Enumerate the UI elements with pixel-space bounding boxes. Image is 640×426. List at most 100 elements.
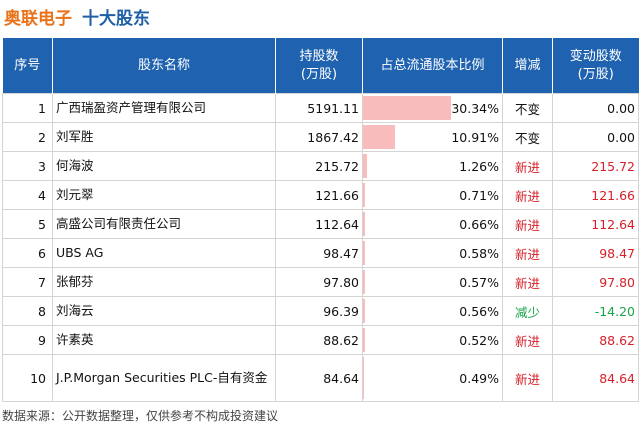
title-row: 奥联电子 十大股东 <box>4 2 150 30</box>
column-header-delta-text: 变动股数 (万股) <box>569 48 622 82</box>
rank-cell: 10 <box>2 354 53 402</box>
ratio-text: 0.52% <box>459 332 499 348</box>
ratio-cell: 0.49% <box>362 354 503 402</box>
change-status-cell: 新进 <box>502 151 553 181</box>
shares-cell: 215.72 <box>275 151 363 181</box>
rank-cell: 4 <box>2 180 53 210</box>
table-row: 8 刘海云 96.39 0.56% 减少 -14.20 <box>2 296 639 326</box>
share-change-cell: 215.72 <box>552 151 639 181</box>
ratio-bar <box>363 212 365 236</box>
shareholder-name-cell: 高盛公司有限责任公司 <box>52 209 276 239</box>
column-header-name: 股东名称 <box>52 38 276 94</box>
ratio-bar <box>363 125 395 149</box>
ratio-bar <box>363 154 367 178</box>
shareholder-name-cell: 刘元翠 <box>52 180 276 210</box>
share-change-cell: 121.66 <box>552 180 639 210</box>
change-status-cell: 新进 <box>502 180 553 210</box>
table-row: 5 高盛公司有限责任公司 112.64 0.66% 新进 112.64 <box>2 209 639 239</box>
change-status-cell: 不变 <box>502 93 553 123</box>
ratio-text: 0.71% <box>459 187 499 203</box>
table-row: 2 刘军胜 1867.42 10.91% 不变 0.00 <box>2 122 639 152</box>
share-change-cell: 97.80 <box>552 267 639 297</box>
change-status-cell: 新进 <box>502 354 553 402</box>
ratio-bar <box>363 96 451 120</box>
change-status-cell: 新进 <box>502 325 553 355</box>
ratio-bar <box>363 328 365 352</box>
ratio-cell: 0.71% <box>362 180 503 210</box>
table-row: 7 张郁芬 97.80 0.57% 新进 97.80 <box>2 267 639 297</box>
rank-cell: 3 <box>2 151 53 181</box>
column-header-shares: 持股数 (万股) <box>275 38 363 94</box>
rank-cell: 7 <box>2 267 53 297</box>
table-header-row: 序号 股东名称 持股数 (万股) 占总流通股本比例 增减 变动股数 (万股) <box>2 38 639 94</box>
ratio-cell: 0.57% <box>362 267 503 297</box>
ratio-cell: 0.56% <box>362 296 503 326</box>
column-header-ratio: 占总流通股本比例 <box>362 38 503 94</box>
shareholder-name-cell: UBS AG <box>52 238 276 268</box>
ratio-bar <box>363 357 365 399</box>
ratio-cell: 0.52% <box>362 325 503 355</box>
column-header-shares-text: 持股数 (万股) <box>299 48 339 82</box>
section-title: 十大股东 <box>82 8 150 29</box>
share-change-cell: 0.00 <box>552 93 639 123</box>
shares-cell: 5191.11 <box>275 93 363 123</box>
shareholder-name-cell: 广西瑞盈资产管理有限公司 <box>52 93 276 123</box>
shares-cell: 97.80 <box>275 267 363 297</box>
shareholder-name-cell: 张郁芬 <box>52 267 276 297</box>
ratio-text: 0.49% <box>459 370 499 386</box>
ratio-cell: 10.91% <box>362 122 503 152</box>
shares-cell: 88.62 <box>275 325 363 355</box>
table-row: 6 UBS AG 98.47 0.58% 新进 98.47 <box>2 238 639 268</box>
ratio-bar <box>363 183 366 207</box>
shares-cell: 96.39 <box>275 296 363 326</box>
table-row: 10 J.P.Morgan Securities PLC-自有资金 84.64 0.4… <box>2 354 639 402</box>
share-change-cell: 112.64 <box>552 209 639 239</box>
change-status-cell: 减少 <box>502 296 553 326</box>
rank-cell: 9 <box>2 325 53 355</box>
ratio-text: 10.91% <box>451 129 499 145</box>
shares-cell: 98.47 <box>275 238 363 268</box>
share-change-cell: 88.62 <box>552 325 639 355</box>
company-name: 奥联电子 <box>4 8 72 29</box>
table-row: 1 广西瑞盈资产管理有限公司 5191.11 30.34% 不变 0.00 <box>2 93 639 123</box>
share-change-cell: 84.64 <box>552 354 639 402</box>
table-row: 3 何海波 215.72 1.26% 新进 215.72 <box>2 151 639 181</box>
ratio-bar <box>363 270 365 294</box>
ratio-text: 0.58% <box>459 245 499 261</box>
ratio-cell: 1.26% <box>362 151 503 181</box>
data-source-note: 数据来源：公开数据整理，仅供参考不构成投资建议 <box>2 409 279 423</box>
share-change-cell: 0.00 <box>552 122 639 152</box>
ratio-text: 0.56% <box>459 303 499 319</box>
rank-cell: 8 <box>2 296 53 326</box>
rank-cell: 1 <box>2 93 53 123</box>
shareholder-name-cell: 刘军胜 <box>52 122 276 152</box>
change-status-cell: 新进 <box>502 209 553 239</box>
share-change-cell: -14.20 <box>552 296 639 326</box>
ratio-text: 30.34% <box>451 100 499 116</box>
ratio-cell: 0.66% <box>362 209 503 239</box>
shareholder-name-cell: J.P.Morgan Securities PLC-自有资金 <box>52 354 276 402</box>
shareholder-name-cell: 许素英 <box>52 325 276 355</box>
share-change-cell: 98.47 <box>552 238 639 268</box>
shares-cell: 84.64 <box>275 354 363 402</box>
column-header-rank: 序号 <box>2 38 53 94</box>
change-status-cell: 新进 <box>502 238 553 268</box>
shareholder-name-cell: 何海波 <box>52 151 276 181</box>
table-row: 4 刘元翠 121.66 0.71% 新进 121.66 <box>2 180 639 210</box>
rank-cell: 2 <box>2 122 53 152</box>
table-row: 9 许素英 88.62 0.52% 新进 88.62 <box>2 325 639 355</box>
shareholder-name-cell: 刘海云 <box>52 296 276 326</box>
ratio-text: 0.66% <box>459 216 499 232</box>
rank-cell: 5 <box>2 209 53 239</box>
ratio-bar <box>363 241 365 265</box>
ratio-bar <box>363 299 365 323</box>
shares-cell: 1867.42 <box>275 122 363 152</box>
rank-cell: 6 <box>2 238 53 268</box>
ratio-text: 1.26% <box>459 158 499 174</box>
column-header-delta: 变动股数 (万股) <box>552 38 639 94</box>
shares-cell: 112.64 <box>275 209 363 239</box>
shares-cell: 121.66 <box>275 180 363 210</box>
column-header-change: 增减 <box>502 38 553 94</box>
change-status-cell: 新进 <box>502 267 553 297</box>
ratio-cell: 0.58% <box>362 238 503 268</box>
